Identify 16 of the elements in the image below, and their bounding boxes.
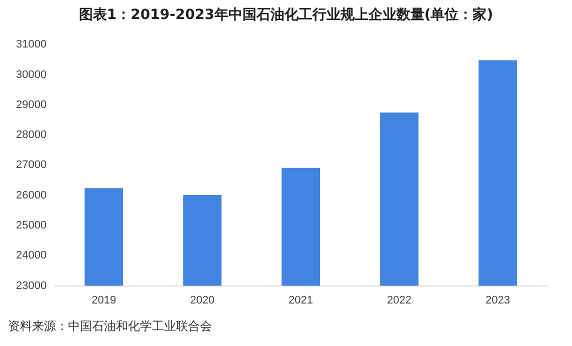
y-tick-label: 27000: [16, 159, 47, 172]
y-tick-label: 23000: [16, 280, 47, 292]
y-tick-label: 24000: [16, 250, 47, 262]
x-tick-label: 2019: [92, 294, 116, 306]
y-tick-label: 29000: [16, 98, 47, 111]
y-tick-label: 30000: [16, 68, 47, 81]
text: 资料来源：中国石油和化学工业联合会: [8, 318, 212, 335]
y-tick-label: 31000: [16, 38, 47, 51]
y-tick-label: 25000: [16, 220, 47, 232]
y-tick-label: 26000: [16, 189, 47, 202]
x-tick-label: 2022: [387, 294, 412, 306]
chart-title: 图表1：2019-2023年中国石油化工行业规上企业数量(单位：家): [78, 6, 494, 24]
x-tick-label: 2021: [288, 294, 314, 306]
y-tick-label: 28000: [16, 129, 47, 142]
x-tick-label: 2020: [190, 294, 215, 306]
x-tick-label: 2023: [486, 294, 510, 306]
